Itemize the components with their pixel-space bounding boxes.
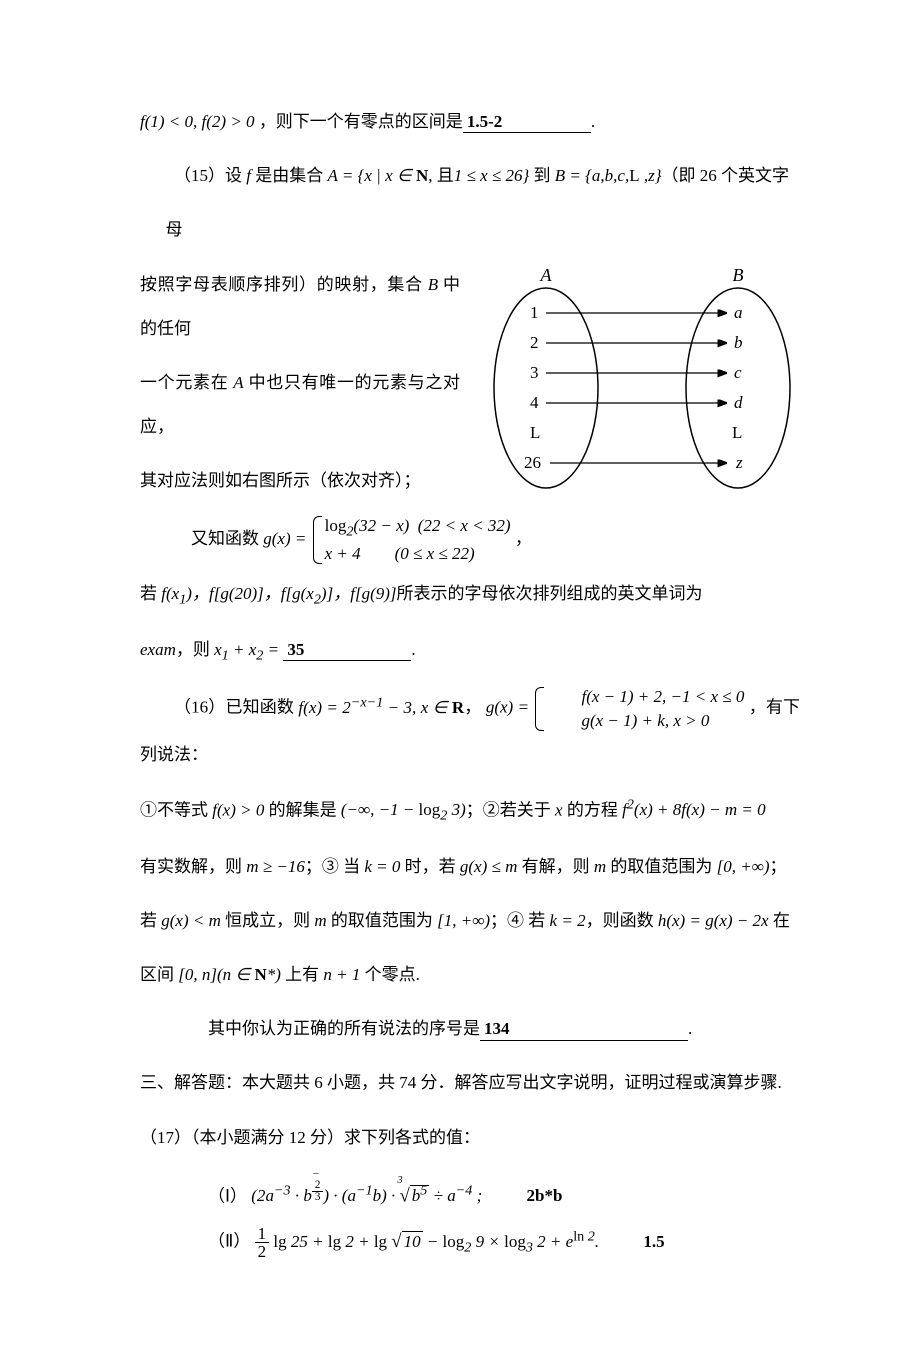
q15-wrap: A B 1 2 3 4 L 26 a b c d L	[140, 263, 800, 572]
q16-intro: （16）已知函数 f(x) = 2−x−1 − 3, x ∈ R， g(x) =…	[140, 684, 800, 777]
left-2: 2	[530, 333, 539, 352]
q15-para5: exam，则 x1 + x2 = 35.	[140, 628, 800, 674]
q15-gx-eq: g(x) =	[263, 528, 310, 547]
q15-t1c: 到	[529, 166, 555, 185]
q15-exam: exam	[140, 640, 176, 659]
right-d: d	[734, 393, 743, 412]
q14-period: .	[591, 112, 595, 131]
q15-sequence: f(x1)，f[g(20)]，f[g(x2)]，f[g(9)]	[161, 584, 396, 603]
q15-gx: 又知函数 g(x) = log2(32 − x) (22 < x < 32) x…	[140, 514, 800, 566]
q16-final: 其中你认为正确的所有说法的序号是134.	[140, 1007, 800, 1051]
left-3: 3	[530, 363, 539, 382]
q14-text: ，则下一个有零点的区间是	[259, 112, 463, 131]
q16-fx: f(x) = 2−x−1 − 3, x ∈ R	[298, 698, 464, 717]
q16-label: （16）	[174, 698, 225, 717]
q16-s2: 有实数解，则 m ≥ −16；③ 当 k = 0 时，若 g(x) ≤ m 有解…	[140, 845, 800, 889]
diagram-label-A: A	[540, 265, 553, 285]
q15-line1: （15）设 f 是由集合 A = {x | x ∈ N, 且1 ≤ x ≤ 26…	[140, 154, 800, 198]
q14-answer: 1.5-2	[463, 112, 591, 133]
q17-p1-answer: 2b*b	[527, 1176, 563, 1217]
q15-gx-case1: log2(32 − x) (22 < x < 32)	[325, 514, 511, 542]
q17-p2-label: （Ⅱ）	[208, 1232, 250, 1251]
left-1: 1	[530, 303, 539, 322]
q15-setB: B = {a,b,c,L ,z}	[555, 166, 662, 185]
right-b: b	[734, 333, 743, 352]
q15-gx-intro: 又知函数	[191, 528, 263, 547]
q15-diagram: A B 1 2 3 4 L 26 a b c d L	[470, 263, 800, 510]
q15-t1b: 是由集合	[251, 166, 328, 185]
q17-label: （17）	[140, 1128, 191, 1147]
q17-p1-label: （Ⅰ）	[208, 1186, 247, 1205]
q15-t1a: 设	[225, 166, 246, 185]
q15-gx-case2: x + 4 (0 ≤ x ≤ 22)	[325, 542, 511, 566]
q16-gx-case2: g(x − 1) + k, x > 0	[547, 709, 744, 733]
q14-tail: f(1) < 0, f(2) > 0 ，则下一个有零点的区间是1.5-2.	[140, 100, 800, 144]
diagram-arrows	[546, 313, 726, 463]
q17-part2: （Ⅱ） 12 lg 25 + lg 2 + lg √10 − log2 9 × …	[140, 1219, 800, 1265]
q15-p5b: ，则	[176, 640, 214, 659]
q16-gx-case1: f(x − 1) + 2, −1 < x ≤ 0	[547, 685, 744, 709]
q16-gx-eq: g(x) =	[486, 698, 534, 717]
left-26: 26	[524, 453, 541, 472]
q15-t1d: （即 26 个英文字	[662, 166, 790, 185]
q17-p1-expr: (2a−3 · b−23) · (a−1b) · 3√b5 ÷ a−4 ;	[251, 1186, 486, 1205]
left-4: 4	[530, 393, 539, 412]
q16-s4: 区间 [0, n](n ∈ N*) 上有 n + 1 个零点.	[140, 953, 800, 997]
q15-gx-after: ，	[515, 528, 532, 547]
ellipse-A	[494, 288, 598, 488]
q15-gx-cases: log2(32 − x) (22 < x < 32) x + 4 (0 ≤ x …	[311, 514, 511, 566]
q15-label: （15）	[174, 166, 225, 185]
q16-fb: .	[688, 1019, 692, 1038]
right-L: L	[732, 423, 742, 442]
q16-s3: 若 g(x) < m 恒成立，则 m 的取值范围为 [1, +∞)；④ 若 k …	[140, 899, 800, 943]
diagram-label-B: B	[733, 265, 744, 285]
q16-fa: 其中你认为正确的所有说法的序号是	[208, 1019, 480, 1038]
right-z: z	[735, 453, 743, 472]
q16-ia: 已知函数	[225, 698, 298, 717]
left-L: L	[530, 423, 540, 442]
q16-gx-cases: f(x − 1) + 2, −1 < x ≤ 0 g(x − 1) + k, x…	[533, 685, 744, 733]
q15-para4: 若 f(x1)，f[g(20)]，f[g(x2)]，f[g(9)]所表示的字母依…	[140, 572, 800, 618]
q15-line2: 母	[140, 208, 800, 252]
section3-heading: 三、解答题：本大题共 6 小题，共 74 分．解答应写出文字说明，证明过程或演算…	[140, 1061, 800, 1105]
q15-p5d: .	[411, 640, 415, 659]
q17-p2-expr: 12 lg 25 + lg 2 + lg √10 − log2 9 × log3…	[255, 1232, 604, 1251]
page: f(1) < 0, f(2) > 0 ，则下一个有零点的区间是1.5-2. （1…	[0, 0, 920, 1345]
right-c: c	[734, 363, 742, 382]
q16-answer: 134	[480, 1019, 688, 1040]
q14-condition: f(1) < 0, f(2) > 0	[140, 112, 255, 131]
q17-part1: （Ⅰ） (2a−3 · b−23) · (a−1b) · 3√b5 ÷ a−4 …	[140, 1170, 800, 1220]
q15-answer: 35	[283, 640, 411, 661]
q15-setA: A = {x | x ∈ N, 且1 ≤ x ≤ 26}	[327, 166, 529, 185]
mapping-diagram-svg: A B 1 2 3 4 L 26 a b c d L	[470, 263, 800, 493]
q16-s1: ①不等式 f(x) > 0 的解集是 (−∞, −1 − log2 3)；②若关…	[140, 787, 800, 835]
q15-p4a: 若	[140, 584, 161, 603]
right-a: a	[734, 303, 743, 322]
q15-sum: x1 + x2 =	[214, 640, 283, 659]
q16-ib: ，	[464, 698, 481, 717]
q17-title: （17）（本小题满分 12 分）求下列各式的值：	[140, 1116, 800, 1160]
diagram-rows: 1 2 3 4 L 26 a b c d L z	[524, 303, 743, 472]
q15-p4c: 所表示的字母依次排列组成的英文单词为	[397, 584, 703, 603]
q17-p2-answer: 1.5	[643, 1222, 664, 1263]
q17-title-text: （本小题满分 12 分）求下列各式的值：	[191, 1128, 480, 1147]
